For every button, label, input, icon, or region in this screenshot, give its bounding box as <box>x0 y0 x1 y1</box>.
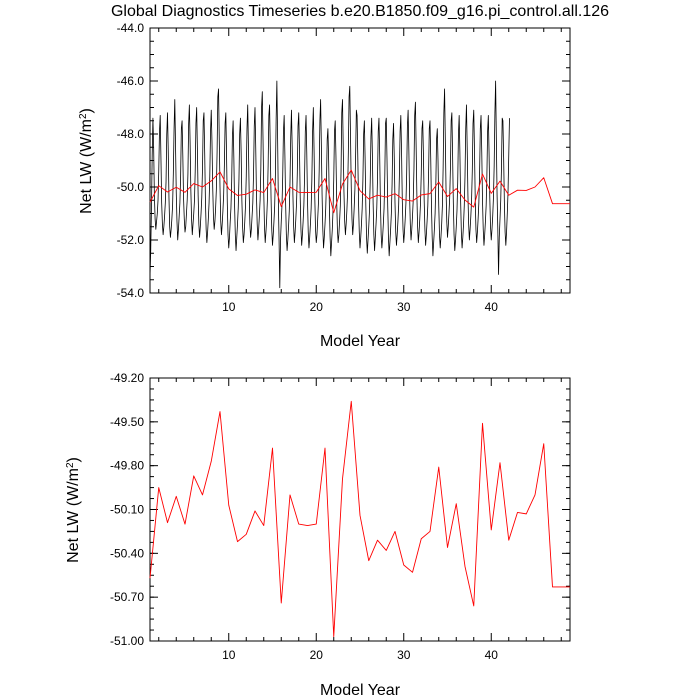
bottom-panel: -51.00 -50.70 -50.40 -50.10 -49.80 -49.50 -49.… <box>65 371 571 699</box>
annual-series-line <box>149 400 570 638</box>
y-tick-label: -54.0 <box>117 286 145 300</box>
bottom-x-ticks: 10 20 30 40 <box>158 378 562 662</box>
bottom-y-label-sup: 2 <box>65 462 76 468</box>
x-tick-label: 20 <box>310 648 324 662</box>
y-tick-label: -50.70 <box>110 590 144 604</box>
bottom-y-label-main: Net LW (W/m <box>65 468 82 563</box>
top-y-ticks: -54.0 -52.0 -50.0 -48.0 -46.0 -44.0 <box>117 21 570 300</box>
y-tick-label: -49.50 <box>110 415 144 429</box>
top-y-label-sup: 2 <box>78 113 89 119</box>
x-tick-label: 10 <box>222 648 236 662</box>
monthly-series-line <box>149 80 510 289</box>
y-tick-label: -50.40 <box>110 546 144 560</box>
x-tick-label: 20 <box>310 300 324 314</box>
top-panel: -54.0-52.0-50.0-48.0-46.0-44.0 10 20 30 40 … <box>78 21 571 350</box>
chart-title: Global Diagnostics Timeseries b.e20.B185… <box>111 3 609 20</box>
x-tick-label: 30 <box>397 648 411 662</box>
annual-series-line <box>149 169 570 214</box>
y-tick-label: -44.0 <box>117 21 145 35</box>
y-tick-label: -52.0 <box>117 233 145 247</box>
x-tick-label: 30 <box>397 300 411 314</box>
y-tick-label: -51.00 <box>110 634 144 648</box>
bottom-y-axis-label: Net LW (W/m2) <box>65 457 83 563</box>
top-y-axis-label: Net LW (W/m2) <box>78 108 96 214</box>
x-tick-label: 40 <box>485 300 499 314</box>
y-tick-label: -49.20 <box>110 371 144 385</box>
bottom-y-ticks: -51.00 -50.70 -50.40 -50.10 -49.80 -49.50 -49.… <box>110 371 570 648</box>
top-y-label-main: Net LW (W/m <box>78 119 95 214</box>
x-tick-label: 10 <box>222 300 236 314</box>
top-series <box>149 80 570 289</box>
y-tick-label: -48.0 <box>117 127 145 141</box>
y-tick-label: -46.0 <box>117 74 145 88</box>
bottom-y-label-close: ) <box>65 457 82 462</box>
top-x-axis-label: Model Year <box>320 333 401 350</box>
y-tick-label: -50.10 <box>110 503 144 517</box>
bottom-x-axis-label: Model Year <box>320 682 401 699</box>
top-plot-frame <box>149 27 571 294</box>
bottom-series <box>149 400 570 638</box>
y-tick-label: -49.80 <box>110 459 144 473</box>
top-y-label-close: ) <box>78 108 95 113</box>
top-x-ticks: 10 20 30 40 <box>158 28 562 314</box>
y-tick-label: -50.0 <box>117 180 145 194</box>
x-tick-label: 40 <box>485 648 499 662</box>
